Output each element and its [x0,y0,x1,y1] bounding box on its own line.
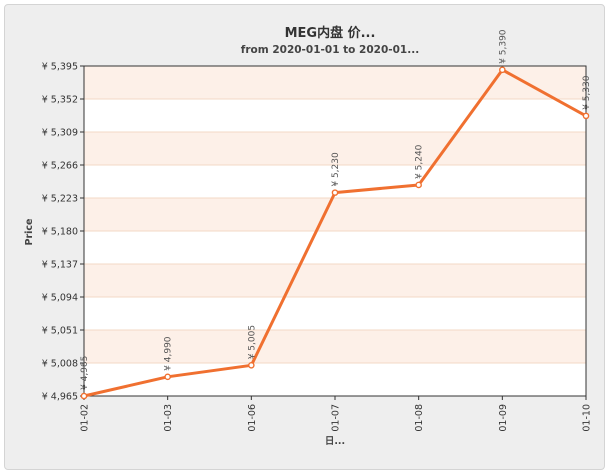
y-tick-label: ¥ 5,137 [42,260,78,271]
y-tick-label: ¥ 5,180 [42,227,78,238]
chart-title: MEG内盘 价... [285,25,376,41]
x-tick-label: 01-02 [80,404,91,432]
plot-band [84,132,586,165]
data-point [499,66,506,74]
data-point [415,181,422,189]
data-label: ¥ 5,005 [247,325,257,359]
x-tick-label: 01-09 [498,404,509,432]
plot-band [84,330,586,363]
data-label: ¥ 4,965 [80,356,90,390]
y-tick-label: ¥ 5,223 [42,194,78,205]
data-label: ¥ 4,990 [164,336,174,371]
y-tick-label: ¥ 5,309 [42,128,78,139]
x-tick-label: 01-06 [247,404,258,432]
plot-band [84,66,586,99]
data-label: ¥ 5,390 [498,29,508,64]
plot-band [84,198,586,231]
y-tick-label: ¥ 5,352 [42,95,78,106]
data-label: ¥ 5,330 [582,75,592,110]
data-point [582,112,590,120]
y-tick-label: ¥ 5,395 [42,62,78,73]
x-tick-label: 01-10 [582,404,593,432]
y-tick-label: ¥ 5,266 [42,161,78,172]
data-label: ¥ 5,240 [415,144,425,179]
data-point [80,392,88,400]
y-tick-label: ¥ 5,094 [42,293,78,304]
x-tick-label: 01-03 [163,404,174,432]
data-label: ¥ 5,230 [331,152,341,187]
plot-band [84,264,586,297]
data-point [164,373,171,381]
x-axis-label: 日... [325,436,345,447]
y-tick-label: ¥ 5,051 [42,326,78,337]
x-tick-label: 01-08 [414,404,425,432]
chart-subtitle: from 2020-01-01 to 2020-01... [241,44,419,56]
y-axis-label: Price [24,219,35,246]
data-point [331,189,339,196]
x-tick-label: 01-07 [331,404,342,432]
y-tick-label: ¥ 4,965 [42,392,78,403]
data-point [248,362,255,369]
y-tick-label: ¥ 5,008 [42,359,78,370]
